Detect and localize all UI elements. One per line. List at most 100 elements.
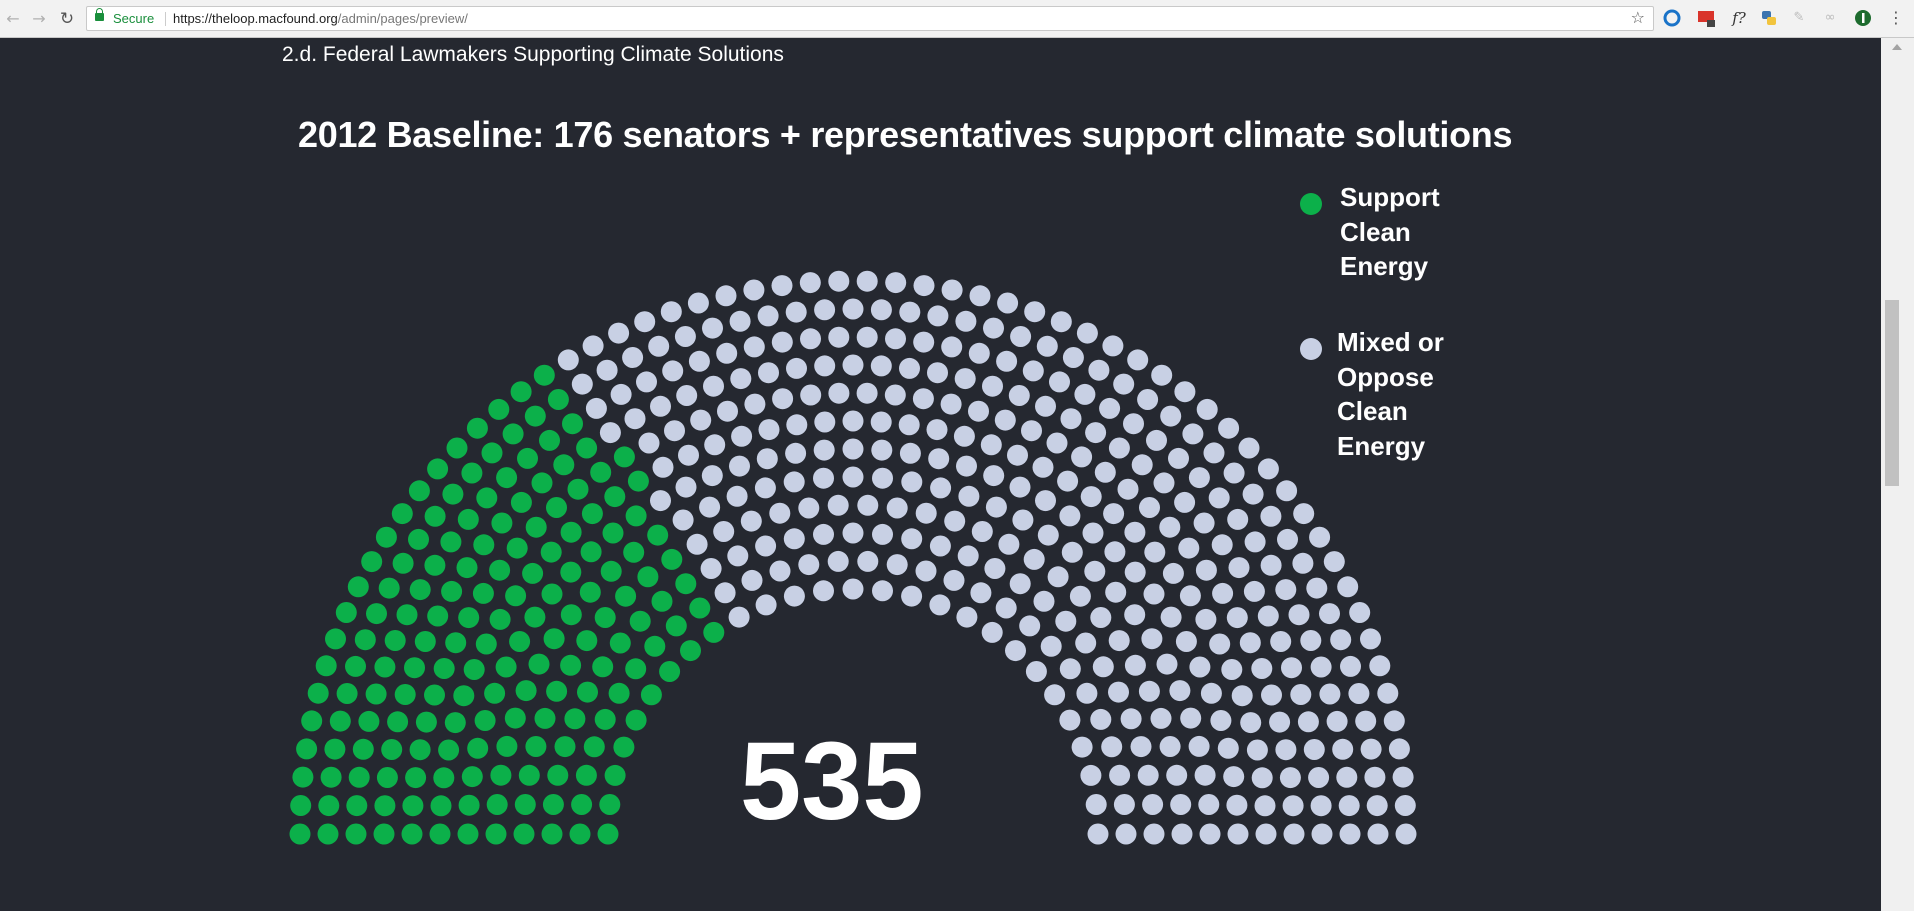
seat-support — [354, 629, 376, 651]
seat-support — [384, 630, 406, 651]
seat-oppose — [1323, 551, 1345, 573]
seat-oppose — [813, 523, 834, 545]
seat-support — [408, 480, 430, 502]
seat-support — [562, 413, 583, 435]
seat-oppose — [1231, 685, 1253, 707]
seat-oppose — [799, 272, 821, 294]
seat-oppose — [715, 285, 737, 307]
seat-oppose — [1074, 383, 1096, 405]
seat-oppose — [1127, 349, 1149, 371]
seat-support — [496, 467, 518, 489]
seat-oppose — [1071, 446, 1093, 468]
seat-oppose — [1348, 683, 1370, 704]
scrollbar[interactable] — [1881, 38, 1914, 911]
seat-oppose — [1366, 795, 1388, 817]
address-bar[interactable]: Secure https://theloop.macfound.org/admi… — [86, 6, 1654, 31]
seat-oppose — [1212, 582, 1234, 604]
seat-oppose — [1260, 505, 1282, 527]
seat-oppose — [1336, 766, 1358, 788]
seat-support — [345, 655, 366, 677]
seat-oppose — [1141, 628, 1163, 650]
back-arrow-icon[interactable]: ← — [6, 9, 20, 28]
seat-support — [414, 631, 436, 652]
seat-support — [609, 632, 631, 654]
seat-support — [463, 659, 485, 680]
seat-support — [525, 736, 547, 757]
scroll-up-arrow-icon[interactable] — [1892, 44, 1902, 50]
seat-oppose — [842, 522, 864, 544]
seat-oppose — [842, 466, 864, 488]
seat-oppose — [1388, 738, 1410, 760]
seat-oppose — [716, 342, 738, 364]
seat-oppose — [1055, 610, 1077, 632]
circle-extension-icon[interactable] — [1662, 8, 1682, 28]
seat-oppose — [728, 606, 750, 628]
reload-icon[interactable]: ↻ — [59, 9, 75, 29]
f-extension-icon[interactable]: f? — [1732, 9, 1746, 27]
seat-oppose — [941, 336, 963, 358]
seat-oppose — [1124, 654, 1146, 676]
seat-oppose — [608, 322, 630, 344]
seat-oppose — [1036, 335, 1058, 357]
seat-oppose — [1108, 630, 1130, 652]
seat-oppose — [1195, 559, 1217, 581]
seat-oppose — [813, 467, 834, 489]
seat-support — [703, 621, 725, 643]
grid-extension-icon[interactable] — [1696, 8, 1716, 28]
seat-oppose — [1103, 503, 1125, 525]
seat-oppose — [995, 597, 1017, 619]
seat-oppose — [664, 420, 685, 442]
bookmark-star-icon[interactable]: ☆ — [1630, 8, 1645, 27]
seat-support — [651, 590, 673, 612]
seat-oppose — [785, 442, 807, 464]
seat-oppose — [1120, 708, 1142, 730]
seat-oppose — [929, 594, 951, 616]
url-base: https://theloop.macfound.org — [173, 11, 338, 26]
seat-oppose — [1193, 512, 1215, 534]
seat-oppose — [1308, 767, 1330, 788]
seat-support — [689, 597, 711, 619]
seat-oppose — [727, 545, 749, 567]
seat-oppose — [783, 471, 805, 493]
seat-support — [640, 684, 662, 706]
seat-support — [433, 658, 455, 679]
lock-icon — [95, 8, 104, 21]
seat-oppose — [994, 409, 1016, 431]
seat-oppose — [726, 485, 748, 507]
seat-oppose — [1113, 794, 1135, 815]
seat-support — [358, 710, 380, 732]
seat-oppose — [1046, 432, 1068, 454]
seat-oppose — [1339, 823, 1361, 845]
seat-support — [571, 794, 593, 815]
seat-oppose — [1062, 347, 1084, 368]
forward-arrow-icon[interactable]: → — [32, 9, 46, 28]
seat-oppose — [1012, 509, 1034, 531]
seat-oppose — [955, 310, 977, 332]
menu-dots-icon[interactable]: ⋮ — [1888, 8, 1904, 27]
link-extension-icon[interactable]: ∞ — [1824, 10, 1836, 25]
seat-support — [456, 557, 478, 579]
seat-oppose — [1035, 395, 1056, 417]
seat-oppose — [1159, 516, 1181, 538]
green-extension-icon[interactable] — [1853, 8, 1873, 28]
seat-oppose — [1306, 577, 1328, 599]
python-extension-icon[interactable] — [1759, 8, 1779, 28]
seat-oppose — [687, 292, 709, 314]
scrollbar-thumb[interactable] — [1885, 300, 1899, 486]
seat-oppose — [998, 533, 1020, 555]
seat-support — [481, 442, 503, 464]
seat-support — [348, 766, 370, 788]
seat-oppose — [769, 502, 791, 524]
seat-oppose — [983, 465, 1005, 487]
pencil-extension-icon[interactable]: ✎ — [1793, 10, 1805, 25]
seat-oppose — [1151, 364, 1173, 386]
seat-oppose — [1194, 764, 1216, 786]
url-text[interactable]: https://theloop.macfound.org/admin/pages… — [173, 11, 468, 26]
seat-oppose — [930, 477, 952, 499]
seat-oppose — [1144, 541, 1166, 563]
seat-oppose — [678, 444, 699, 466]
seat-oppose — [1392, 766, 1414, 788]
seat-support — [542, 794, 564, 815]
seat-support — [427, 605, 449, 627]
